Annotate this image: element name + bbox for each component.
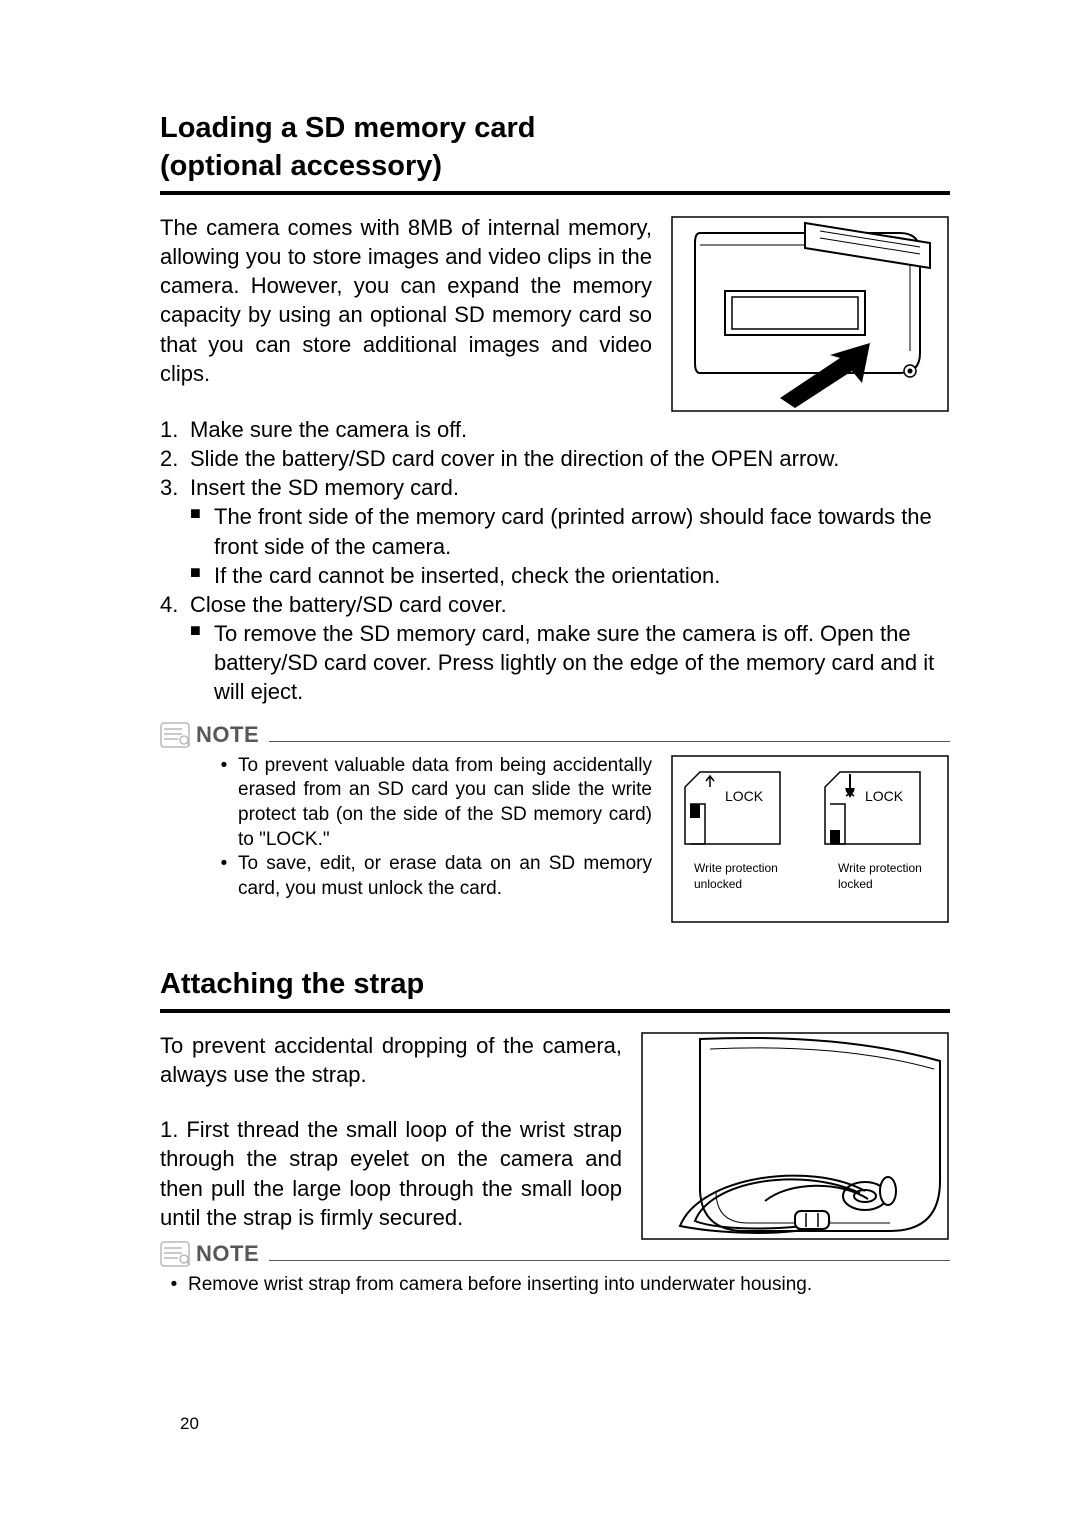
note-item: • To prevent valuable data from being ac… — [210, 754, 652, 853]
step-text: Close the battery/SD card cover. — [190, 590, 507, 619]
caption-locked-1: Write protection — [838, 861, 922, 875]
section2-intro: To prevent accidental dropping of the ca… — [160, 1031, 622, 1089]
substep-text: To remove the SD memory card, make sure … — [214, 619, 950, 706]
note-item: • To save, edit, or erase data on an SD … — [210, 852, 652, 901]
step-text: Slide the battery/SD card cover in the d… — [190, 444, 839, 473]
title-line-1: Loading a SD memory card — [160, 112, 536, 144]
note-rule — [269, 1260, 950, 1261]
note-list: • To prevent valuable data from being ac… — [160, 754, 652, 902]
step-text: Make sure the camera is off. — [190, 415, 467, 444]
page-number: 20 — [180, 1414, 199, 1434]
note-label: NOTE — [196, 1241, 259, 1267]
step-num: 1. — [160, 415, 190, 444]
step-num: 2. — [160, 444, 190, 473]
note-label: NOTE — [196, 722, 259, 748]
note-icon — [160, 1241, 190, 1267]
step-item: 4. Close the battery/SD card cover. — [160, 590, 950, 619]
note-row: • To prevent valuable data from being ac… — [160, 754, 950, 924]
lock-diagram-figure: LOCK LOCK Write protection unlocked Writ… — [670, 754, 950, 924]
step-item: 2. Slide the battery/SD card cover in th… — [160, 444, 950, 473]
note-heading: NOTE — [160, 1241, 950, 1267]
section1-title: Loading a SD memory card (optional acces… — [160, 110, 950, 185]
note-icon — [160, 722, 190, 748]
step-item: 3. Insert the SD memory card. — [160, 473, 950, 502]
substep-text: If the card cannot be inserted, check th… — [214, 561, 720, 590]
heading-rule — [160, 191, 950, 195]
step-num: 3. — [160, 473, 190, 502]
section2-row: To prevent accidental dropping of the ca… — [160, 1031, 950, 1241]
step-item: 1. Make sure the camera is off. — [160, 415, 950, 444]
manual-page: Loading a SD memory card (optional acces… — [0, 0, 1080, 1529]
note-rule — [269, 741, 950, 742]
substep-item: ■ To remove the SD memory card, make sur… — [190, 619, 950, 706]
section2-title: Attaching the strap — [160, 966, 950, 1004]
caption-unlocked-1: Write protection — [694, 861, 778, 875]
note-heading: NOTE — [160, 722, 950, 748]
note-text: To prevent valuable data from being acci… — [238, 754, 652, 853]
note-item: • Remove wrist strap from camera before … — [160, 1273, 950, 1298]
bullet-icon: • — [160, 1273, 188, 1298]
lock-label-locked: LOCK — [865, 788, 904, 804]
substep-text: The front side of the memory card (print… — [214, 502, 950, 560]
step-text: Insert the SD memory card. — [190, 473, 459, 502]
section2-text-col: To prevent accidental dropping of the ca… — [160, 1031, 622, 1231]
intro-row: The camera comes with 8MB of internal me… — [160, 213, 950, 413]
step-num: 4. — [160, 590, 190, 619]
caption-locked-2: locked — [838, 877, 873, 891]
square-bullet-icon: ■ — [190, 561, 214, 590]
section2-step1: 1. First thread the small loop of the wr… — [160, 1115, 622, 1231]
square-bullet-icon: ■ — [190, 502, 214, 560]
caption-unlocked-2: unlocked — [694, 877, 742, 891]
lock-label-unlocked: LOCK — [725, 788, 764, 804]
note-list: • Remove wrist strap from camera before … — [160, 1273, 950, 1298]
substep-item: ■ The front side of the memory card (pri… — [190, 502, 950, 560]
bullet-icon: • — [210, 754, 238, 853]
substep-item: ■ If the card cannot be inserted, check … — [190, 561, 950, 590]
heading-rule — [160, 1009, 950, 1013]
strap-figure — [640, 1031, 950, 1241]
note-text: To save, edit, or erase data on an SD me… — [238, 852, 652, 901]
note-text: Remove wrist strap from camera before in… — [188, 1273, 812, 1298]
section1-intro: The camera comes with 8MB of internal me… — [160, 213, 652, 387]
section1-steps: 1. Make sure the camera is off. 2. Slide… — [160, 415, 950, 705]
sd-slot-figure — [670, 213, 950, 413]
bullet-icon: • — [210, 852, 238, 901]
title-line-2: (optional accessory) — [160, 150, 442, 182]
square-bullet-icon: ■ — [190, 619, 214, 706]
